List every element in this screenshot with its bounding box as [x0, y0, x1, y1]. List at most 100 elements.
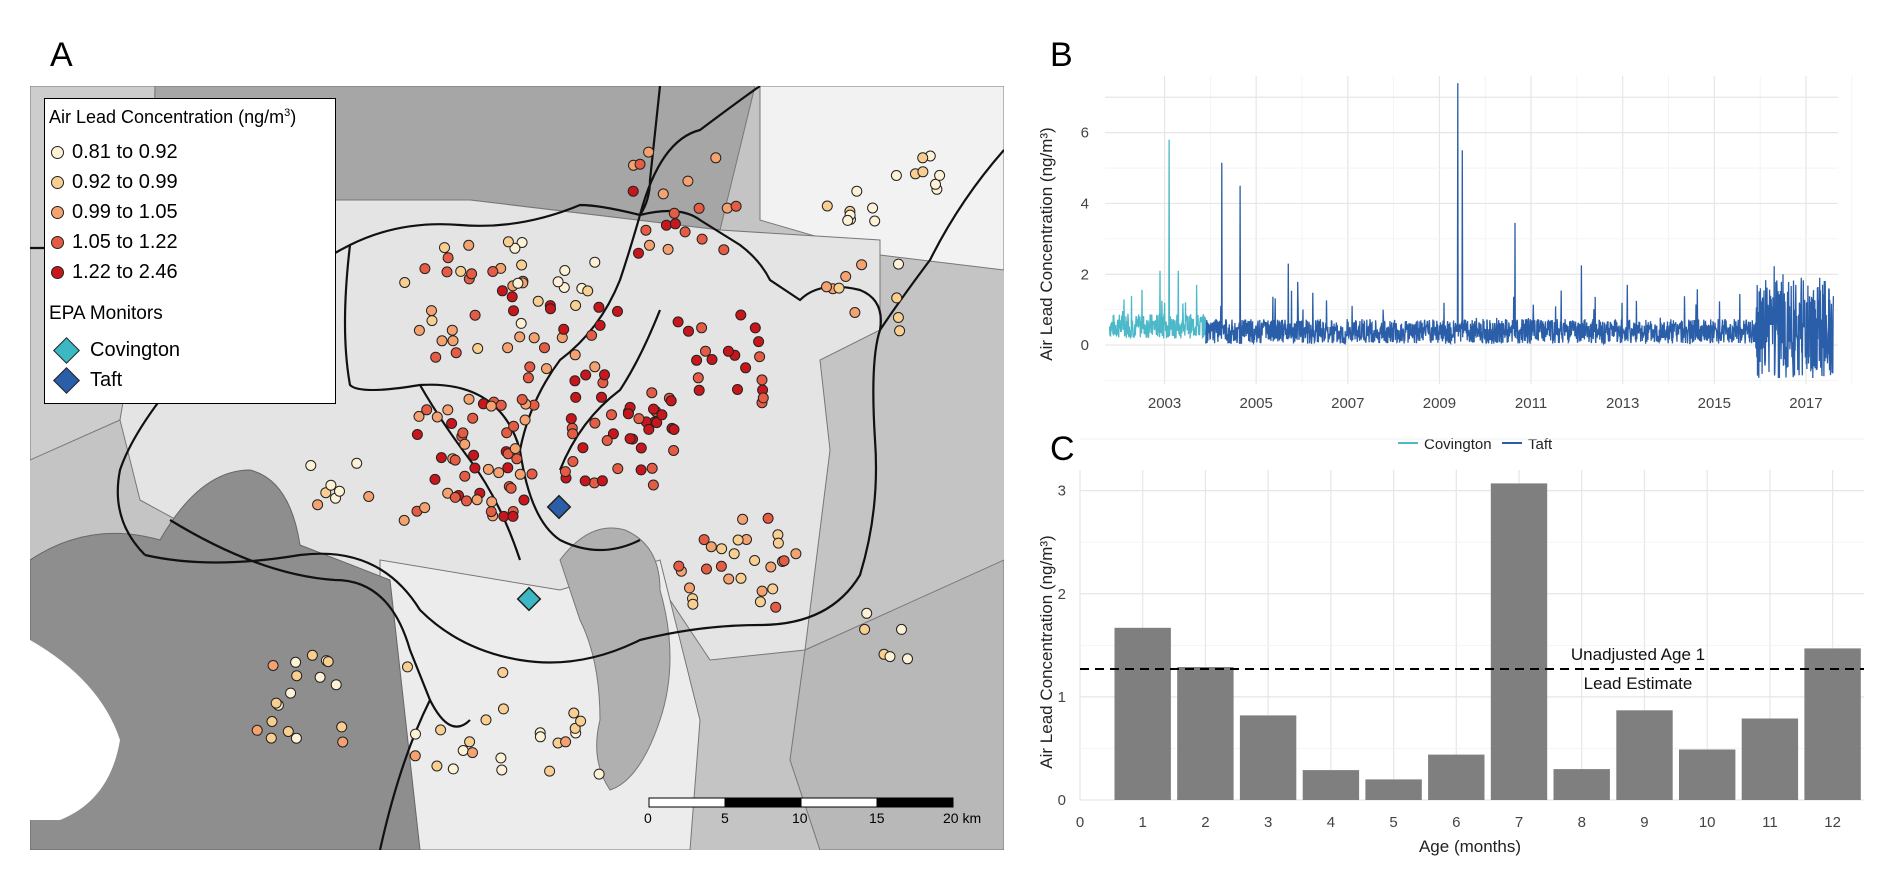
b-ytick-label: 2 — [1081, 266, 1089, 283]
sample-point — [508, 305, 519, 317]
sample-point — [467, 747, 478, 759]
c-xtick-label: 3 — [1264, 814, 1272, 831]
sample-point — [643, 146, 655, 158]
sample-point — [516, 259, 528, 271]
sample-point — [450, 347, 462, 359]
sample-point — [753, 336, 765, 348]
sample-point — [634, 158, 646, 170]
b-xtick-label: 2009 — [1423, 395, 1456, 412]
c-xtick-label: 7 — [1515, 814, 1523, 831]
legend-item: 1.22 to 2.46 — [51, 257, 178, 287]
sample-point — [606, 409, 617, 421]
legend-swatch-icon — [51, 145, 64, 159]
sample-point — [509, 443, 521, 455]
sample-point — [640, 224, 652, 236]
b-xtick-label: 2015 — [1698, 395, 1731, 412]
county-northeast — [759, 86, 1004, 271]
c-xtick-label: 5 — [1389, 814, 1397, 831]
sample-point — [569, 349, 581, 361]
sample-point — [859, 623, 871, 635]
sample-point — [514, 468, 526, 480]
scale-tick-20: 20 km — [943, 810, 981, 826]
sample-point — [526, 468, 538, 480]
sample-point — [790, 548, 802, 560]
sample-point — [567, 428, 579, 440]
b-xtick-label: 2011 — [1515, 395, 1547, 412]
sample-point — [840, 271, 852, 282]
sample-point — [570, 391, 582, 403]
panel-b-label: B — [1050, 36, 1073, 74]
sample-point — [833, 282, 845, 294]
sample-point — [251, 724, 263, 736]
sample-point — [894, 325, 906, 337]
sample-point — [612, 305, 623, 317]
sample-point — [461, 495, 472, 507]
sample-point — [867, 202, 879, 214]
sample-point — [849, 307, 861, 318]
c-ytick-label: 1 — [1058, 689, 1066, 706]
sample-point — [334, 485, 345, 497]
sample-point — [457, 427, 469, 439]
sample-point — [647, 479, 659, 491]
sample-point — [732, 384, 743, 395]
sample-point — [757, 392, 769, 404]
sample-point — [569, 375, 581, 387]
sample-point — [657, 188, 669, 200]
sample-point — [325, 479, 337, 491]
bar-month-7 — [1490, 483, 1548, 800]
sample-point — [851, 185, 863, 197]
sample-point — [665, 395, 677, 407]
sample-point — [519, 414, 531, 426]
sample-point — [497, 667, 509, 678]
sample-point — [482, 463, 494, 475]
bar-month-11 — [1741, 718, 1799, 800]
sample-point — [351, 457, 363, 469]
sample-point — [291, 670, 303, 682]
legend-monitors-title: EPA Monitors — [49, 303, 163, 324]
sample-point — [419, 502, 431, 514]
sample-point — [506, 291, 518, 303]
bar-month-5 — [1365, 779, 1422, 800]
sample-point — [821, 281, 832, 293]
scale-tick-0: 0 — [644, 810, 652, 826]
sample-point — [399, 277, 411, 288]
sample-point — [691, 354, 703, 366]
sample-point — [672, 316, 684, 328]
sample-point — [601, 435, 613, 446]
sample-point — [435, 452, 447, 464]
legend-title: Air Lead Concentration (ng/m3) — [49, 107, 297, 127]
sample-point — [684, 582, 695, 594]
sample-point — [693, 202, 705, 214]
c-xtick-label: 1 — [1139, 814, 1147, 831]
panel-c-label: C — [1050, 430, 1075, 468]
sample-point — [565, 413, 577, 425]
sample-point — [842, 214, 854, 226]
sample-point — [728, 548, 740, 560]
map-legend: Air Lead Concentration (ng/m3) 0.81 to 0… — [44, 98, 336, 404]
sample-point — [285, 687, 297, 699]
sample-point — [534, 731, 546, 743]
sample-point — [455, 265, 467, 277]
sample-point — [778, 555, 790, 567]
sample-point — [723, 573, 735, 585]
sample-point — [569, 722, 581, 734]
sample-point — [466, 268, 478, 280]
sample-point — [502, 236, 514, 248]
b-xtick-label: 2005 — [1239, 395, 1272, 412]
sample-point — [435, 724, 447, 736]
sample-point — [471, 494, 483, 506]
sample-point — [622, 408, 634, 420]
sample-point — [410, 728, 421, 740]
sample-point — [421, 404, 433, 416]
c-xtick-label: 11 — [1762, 814, 1778, 831]
sample-point — [265, 732, 277, 744]
sample-point — [891, 292, 903, 304]
taft-monitor-marker — [546, 494, 572, 520]
scale-tick-5: 5 — [721, 810, 729, 826]
sample-point — [596, 475, 608, 487]
river-basin — [559, 527, 671, 791]
c-xtick-label: 0 — [1076, 814, 1084, 831]
sample-point — [662, 243, 674, 255]
sample-point — [593, 768, 605, 780]
